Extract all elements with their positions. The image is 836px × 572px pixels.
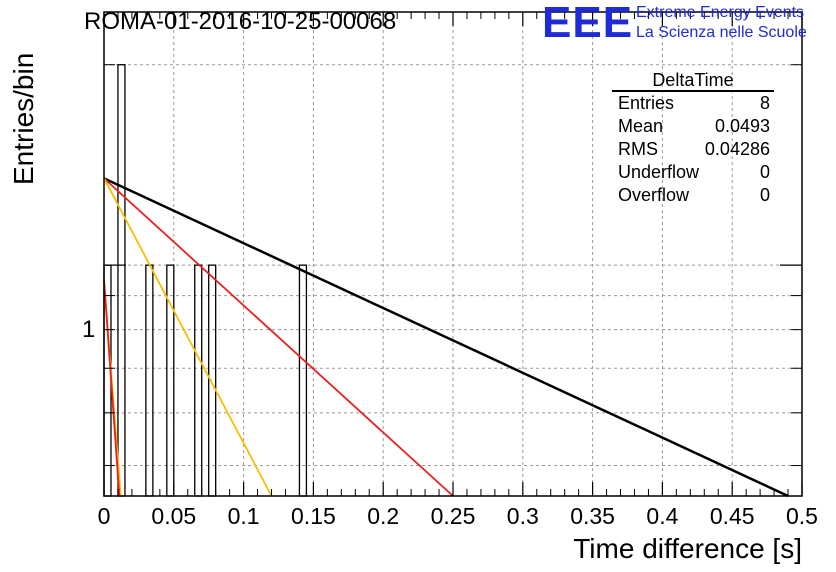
histogram-bar [145, 264, 154, 497]
stats-label: Underflow [618, 162, 700, 182]
stats-row-underflow: Underflow 0 [612, 161, 774, 184]
x-tick-label: 0.15 [291, 503, 336, 529]
chart-title: ROMA-01-2016-10-25-00068 [84, 8, 397, 35]
stats-value: 8 [759, 93, 770, 113]
stats-value: 0.04286 [704, 139, 770, 159]
stats-value: 0 [759, 162, 770, 182]
logo-line-2: La Scienza nelle Scuole [636, 24, 807, 41]
x-tick-label: 0.5 [786, 503, 818, 529]
stats-box: DeltaTime Entries 8 Mean 0.0493 RMS 0.04… [612, 70, 774, 207]
stats-title: DeltaTime [612, 70, 774, 92]
x-tick-label: 0.4 [646, 503, 678, 529]
x-tick-label: 0.25 [431, 503, 476, 529]
fit-line [103, 177, 789, 498]
eee-logo: EEE Extreme Energy Events La Scienza nel… [542, 0, 832, 47]
logo-mark: EEE [542, 0, 634, 47]
x-tick-label: 0.2 [367, 503, 399, 529]
x-axis-label: Time difference [s] [573, 533, 802, 564]
x-tick-label: 0.1 [228, 503, 260, 529]
stats-row-mean: Mean 0.0493 [612, 115, 774, 138]
histogram-bar [298, 264, 308, 497]
histogram-bars [103, 64, 308, 497]
y-tick-label: 1 [82, 316, 96, 343]
stats-label: Overflow [618, 185, 690, 205]
stats-row-rms: RMS 0.04286 [612, 138, 774, 161]
x-tick-label: 0 [98, 503, 111, 529]
x-tick-label: 0.3 [507, 503, 539, 529]
stats-value: 0 [759, 185, 770, 205]
fit-line [103, 177, 273, 497]
stats-label: RMS [618, 139, 658, 159]
stats-row-entries: Entries 8 [612, 92, 774, 115]
y-axis-label: Entries/bin [8, 52, 39, 185]
stats-row-overflow: Overflow 0 [612, 184, 774, 207]
x-tick-label: 0.05 [151, 503, 196, 529]
histogram-bar [117, 64, 126, 497]
fit-lines [103, 177, 789, 498]
grid [104, 12, 802, 496]
axis-ticks [103, 12, 803, 496]
stats-value: 0.0493 [714, 116, 770, 136]
stats-label: Mean [618, 116, 664, 136]
x-tick-label: 0.35 [570, 503, 615, 529]
logo-line-1: Extreme Energy Events [636, 4, 805, 21]
x-tick-label: 0.45 [710, 503, 755, 529]
fit-line [103, 177, 454, 497]
histogram-bar [194, 264, 203, 497]
x-tick-labels: 0 0.05 0.1 0.15 0.2 0.25 0.3 0.35 0.4 0.45 0.5 [98, 503, 818, 529]
stats-label: Entries [618, 93, 675, 113]
fit-line [103, 279, 121, 497]
